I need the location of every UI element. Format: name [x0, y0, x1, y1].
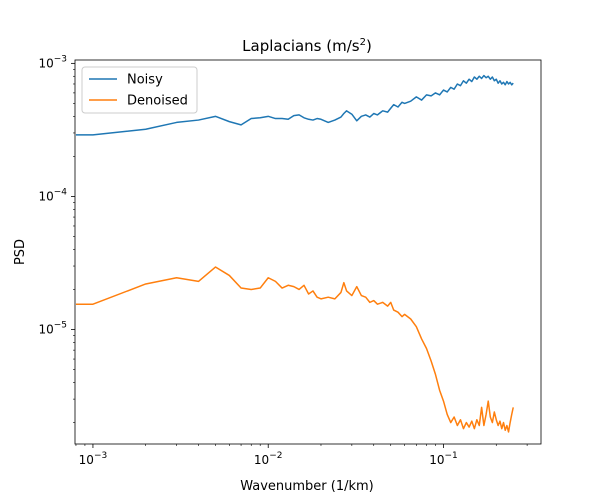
minor-ticks	[73, 69, 528, 446]
legend-label-noisy: Noisy	[127, 73, 163, 88]
x-axis-label: Wavenumber (1/km)	[240, 479, 374, 494]
y-tick-label: 10−3	[38, 54, 67, 70]
plot-area: 10−3 10−2 10−1 10−5 10−4 10−3 Noisy Denoised	[38, 54, 542, 467]
x-tick-label: 10−2	[254, 451, 283, 467]
chart-title-superscript: 2	[360, 37, 366, 48]
chart-title: Laplacians (m/s2)	[242, 37, 372, 55]
legend-label-denoised: Denoised	[127, 94, 188, 109]
series-line-denoised	[75, 266, 514, 433]
x-tick-label: 10−1	[429, 451, 458, 467]
legend: Noisy Denoised	[81, 66, 198, 114]
series-line-noisy	[75, 74, 514, 136]
y-tick-label: 10−4	[38, 187, 67, 203]
x-tick-label: 10−3	[79, 451, 108, 467]
y-tick-label: 10−5	[38, 321, 67, 337]
y-axis-label: PSD	[13, 239, 28, 265]
axes-frame	[74, 59, 542, 445]
